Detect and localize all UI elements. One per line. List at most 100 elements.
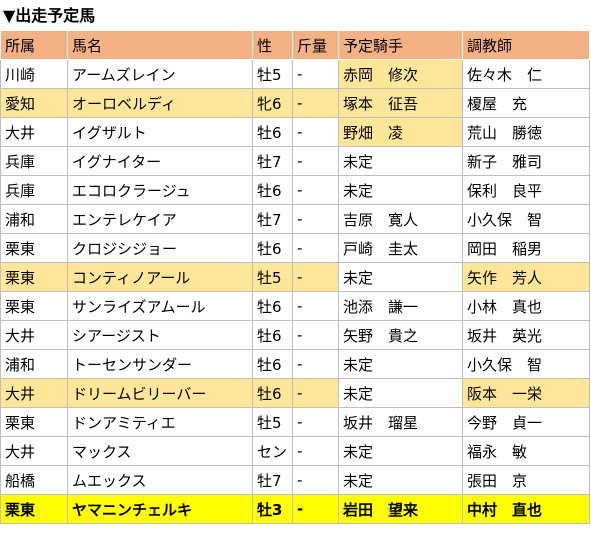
sex-cell: 牡5 — [252, 262, 293, 292]
affiliation-cell: 浦和 — [0, 204, 68, 234]
jockey-cell: 未定 — [338, 262, 463, 292]
jockey-cell: 矢野 貴之 — [338, 320, 463, 350]
jockey-cell: 未定 — [338, 349, 463, 379]
horse-name-cell: クロジシジョー — [67, 233, 253, 263]
table-row: 大井 イグザルト 牡6- 野畑 凌荒山 勝徳 — [0, 117, 590, 147]
sex-cell: 牡7 — [252, 204, 293, 234]
affiliation-cell: 栗東 — [0, 291, 68, 321]
weight-cell: - — [292, 349, 339, 379]
table-row: 川崎 アームズレイン 牡5- 赤岡 修次 佐々木 仁 — [0, 59, 590, 89]
jockey-cell: 戸崎 圭太 — [338, 233, 463, 263]
affiliation-cell: 川崎 — [0, 59, 68, 89]
horse-name-cell: エンテレケイア — [67, 204, 253, 234]
trainer-cell: 張田 京 — [462, 465, 590, 495]
affiliation-cell: 大井 — [0, 378, 68, 408]
affiliation-cell: 大井 — [0, 320, 68, 350]
jockey-cell: 塚本 征吾 — [338, 88, 463, 118]
table-row: 兵庫 イグナイター 牡7- 未定 新子 雅司 — [0, 146, 590, 176]
table-row: 浦和 トーセンサンダー 牡6- 未定 小久保 智 — [0, 349, 590, 379]
trainer-cell: 岡田 稲男 — [462, 233, 590, 263]
sex-cell: 牡6 — [252, 233, 293, 263]
horse-name-cell: イグナイター — [67, 146, 253, 176]
table-row: 大井 シアージスト 牡6- 矢野 貴之 坂井 英光 — [0, 320, 590, 350]
horse-name-cell: アームズレイン — [67, 59, 253, 89]
affiliation-cell: 栗東 — [0, 233, 68, 263]
weight-cell: - — [292, 117, 339, 147]
horse-name-cell: エコロクラージュ — [67, 175, 253, 205]
sex-cell: 牡6 — [252, 378, 293, 408]
jockey-cell: 未定 — [338, 146, 463, 176]
table-row: 兵庫 エコロクラージュ 牡6- 未定 保利 良平 — [0, 175, 590, 205]
trainer-cell: 榎屋 充 — [462, 88, 590, 118]
affiliation-cell: 栗東 — [0, 262, 68, 292]
affiliation-cell: 船橋 — [0, 465, 68, 495]
weight-cell: - — [292, 465, 339, 495]
jockey-cell: 未定 — [338, 175, 463, 205]
weight-cell: - — [292, 407, 339, 437]
jockey-cell: 赤岡 修次 — [338, 59, 463, 89]
trainer-cell: 坂井 英光 — [462, 320, 590, 350]
affiliation-cell: 栗東 — [0, 494, 68, 524]
col-header-trainer: 調教師 — [462, 30, 590, 60]
jockey-cell: 池添 謙一 — [338, 291, 463, 321]
jockey-cell: 野畑 凌 — [338, 117, 463, 147]
trainer-cell: 新子 雅司 — [462, 146, 590, 176]
jockey-cell: 岩田 望来 — [338, 494, 463, 524]
table-row: 浦和 エンテレケイア 牡7- 吉原 寛人 小久保 智 — [0, 204, 590, 234]
table-row: 船橋 ムエックス 牡7- 未定 張田 京 — [0, 465, 590, 495]
weight-cell: - — [292, 204, 339, 234]
weight-cell: - — [292, 436, 339, 466]
jockey-cell: 坂井 瑠星 — [338, 407, 463, 437]
col-header-horse: 馬名 — [67, 30, 253, 60]
sex-cell: 牡5 — [252, 59, 293, 89]
weight-cell: - — [292, 378, 339, 408]
jockey-cell: 吉原 寛人 — [338, 204, 463, 234]
trainer-cell: 阪本 一栄 — [462, 378, 590, 408]
trainer-cell: 小林 真也 — [462, 291, 590, 321]
trainer-cell: 佐々木 仁 — [462, 59, 590, 89]
weight-cell: - — [292, 59, 339, 89]
horse-name-cell: トーセンサンダー — [67, 349, 253, 379]
affiliation-cell: 栗東 — [0, 407, 68, 437]
trainer-cell: 小久保 智 — [462, 349, 590, 379]
horse-name-cell: オーロベルディ — [67, 88, 253, 118]
table-row: 大井 マックス セン - 未定 福永 敏 — [0, 436, 590, 466]
weight-cell: - — [292, 320, 339, 350]
sex-cell: 牡6 — [252, 117, 293, 147]
weight-cell: - — [292, 88, 339, 118]
affiliation-cell: 浦和 — [0, 349, 68, 379]
trainer-cell: 中村 直也 — [462, 494, 590, 524]
trainer-cell: 福永 敏 — [462, 436, 590, 466]
horse-name-cell: ドリームビリーバー — [67, 378, 253, 408]
sex-cell: セン — [252, 436, 293, 466]
col-header-weight: 斤量 — [292, 30, 339, 60]
entries-table: 所属 馬名 性 斤量 予定騎手 調教師 川崎 アームズレイン 牡5- 赤岡 修次 佐々木… — [0, 30, 590, 524]
horse-name-cell: サンライズアムール — [67, 291, 253, 321]
table-row: 栗東 クロジシジョー 牡6- 戸崎 圭太 岡田 稲男 — [0, 233, 590, 263]
sex-cell: 牡3 — [252, 494, 293, 524]
jockey-cell: 未定 — [338, 378, 463, 408]
sex-cell: 牡7 — [252, 465, 293, 495]
affiliation-cell: 大井 — [0, 117, 68, 147]
table-row: 栗東 ドンアミティエ 牡5- 坂井 瑠星 今野 貞一 — [0, 407, 590, 437]
horse-name-cell: イグザルト — [67, 117, 253, 147]
weight-cell: - — [292, 291, 339, 321]
col-header-affiliation: 所属 — [0, 30, 68, 60]
table-row: 栗東 コンティノアール 牡5- 未定 矢作 芳人 — [0, 262, 590, 292]
sex-cell: 牝6 — [252, 88, 293, 118]
weight-cell: - — [292, 494, 339, 524]
sex-cell: 牡5 — [252, 407, 293, 437]
affiliation-cell: 大井 — [0, 436, 68, 466]
header-row: 所属 馬名 性 斤量 予定騎手 調教師 — [0, 30, 590, 60]
sex-cell: 牡6 — [252, 349, 293, 379]
weight-cell: - — [292, 233, 339, 263]
jockey-cell: 未定 — [338, 465, 463, 495]
sex-cell: 牡6 — [252, 320, 293, 350]
trainer-cell: 荒山 勝徳 — [462, 117, 590, 147]
trainer-cell: 今野 貞一 — [462, 407, 590, 437]
col-header-jockey: 予定騎手 — [338, 30, 463, 60]
horse-name-cell: コンティノアール — [67, 262, 253, 292]
horse-name-cell: ドンアミティエ — [67, 407, 253, 437]
sex-cell: 牡6 — [252, 291, 293, 321]
table-row: 大井 ドリームビリーバー 牡6- 未定 阪本 一栄 — [0, 378, 590, 408]
